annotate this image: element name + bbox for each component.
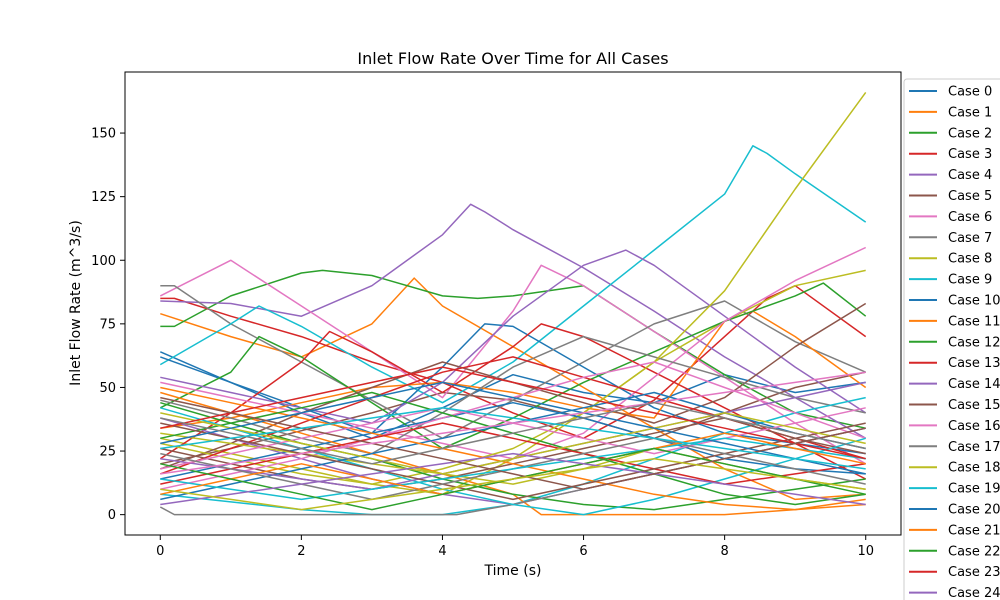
legend-label-8: Case 8	[948, 252, 992, 267]
series-line-1	[160, 277, 866, 501]
legend: Case 0 Case 1 Case 2 Case 3 Case 4 Case 5 Case…	[903, 78, 1000, 600]
series-line-33	[160, 422, 866, 485]
series-line-44	[160, 452, 866, 506]
y-tick-label-3: 75	[99, 317, 116, 332]
legend-label-24: Case 24	[948, 586, 1000, 600]
legend-label-13: Case 13	[948, 356, 1000, 371]
series-line-2	[160, 269, 866, 429]
y-axis: 0 25 50 75 100 125 150	[91, 127, 125, 523]
plot-frame	[124, 71, 902, 536]
series-line-45	[160, 396, 866, 490]
series-line-48	[160, 457, 866, 511]
legend-label-17: Case 17	[948, 440, 1000, 455]
legend-label-12: Case 12	[948, 335, 1000, 350]
series-line-7	[160, 284, 866, 440]
series-line-20	[160, 401, 866, 480]
legend-label-10: Case 10	[948, 294, 1000, 309]
series-line-16	[160, 246, 867, 460]
legend-label-14: Case 14	[948, 377, 1000, 392]
series-line-38	[160, 412, 866, 475]
x-axis-label: Time (s)	[484, 563, 542, 579]
legend-label-4: Case 4	[948, 168, 992, 183]
legend-label-2: Case 2	[948, 126, 992, 141]
series-line-39	[160, 437, 866, 501]
series-line-47	[160, 401, 866, 465]
legend-label-11: Case 11	[948, 314, 1000, 329]
series-line-49	[160, 407, 866, 470]
series-line-4	[160, 203, 867, 439]
legend-box	[903, 78, 1000, 600]
legend-label-15: Case 15	[948, 398, 1000, 413]
legend-label-1: Case 1	[948, 105, 992, 120]
legend-label-3: Case 3	[948, 147, 992, 162]
y-tick-label-2: 50	[99, 381, 116, 396]
series-line-3	[160, 284, 867, 440]
legend-label-16: Case 16	[948, 419, 1000, 434]
legend-label-7: Case 7	[948, 231, 992, 246]
legend-label-23: Case 23	[948, 565, 1000, 580]
y-tick-label-6: 150	[91, 127, 116, 142]
x-tick-label-0: 0	[156, 544, 164, 559]
x-tick-label-4: 8	[720, 544, 728, 559]
legend-label-18: Case 18	[948, 461, 1000, 476]
legend-label-5: Case 5	[948, 189, 992, 204]
legend-label-21: Case 21	[948, 523, 1000, 538]
legend-label-19: Case 19	[948, 482, 1000, 497]
series-line-13	[159, 323, 867, 480]
x-tick-label-5: 10	[857, 544, 874, 559]
x-axis: 0 2 4 6 8 10	[156, 535, 874, 559]
series-layer	[159, 91, 867, 516]
y-tick-label-1: 25	[99, 445, 116, 460]
legend-items: Case 0 Case 1 Case 2 Case 3 Case 4 Case 5 Case…	[909, 85, 1000, 600]
legend-label-20: Case 20	[948, 503, 1000, 518]
y-tick-label-4: 100	[91, 254, 116, 269]
series-line-22	[160, 401, 866, 511]
x-tick-label-2: 4	[438, 544, 446, 559]
legend-label-22: Case 22	[948, 544, 1000, 559]
series-line-9	[159, 145, 867, 404]
series-line-14	[160, 249, 867, 424]
series-line-10	[160, 323, 866, 455]
series-line-46	[160, 371, 866, 475]
y-tick-label-5: 125	[91, 190, 116, 205]
y-axis-label: Inlet Flow Rate (m^3/s)	[68, 220, 84, 386]
series-line-40	[160, 381, 866, 475]
chart-title: Inlet Flow Rate Over Time for All Cases	[357, 49, 668, 68]
x-tick-label-3: 6	[579, 544, 587, 559]
series-line-6	[159, 259, 867, 465]
legend-label-6: Case 6	[948, 210, 992, 225]
y-tick-label-0: 0	[108, 508, 116, 523]
x-tick-label-1: 2	[297, 544, 305, 559]
series-line-43	[160, 366, 866, 460]
legend-label-9: Case 9	[948, 273, 992, 288]
legend-label-0: Case 0	[948, 85, 992, 100]
